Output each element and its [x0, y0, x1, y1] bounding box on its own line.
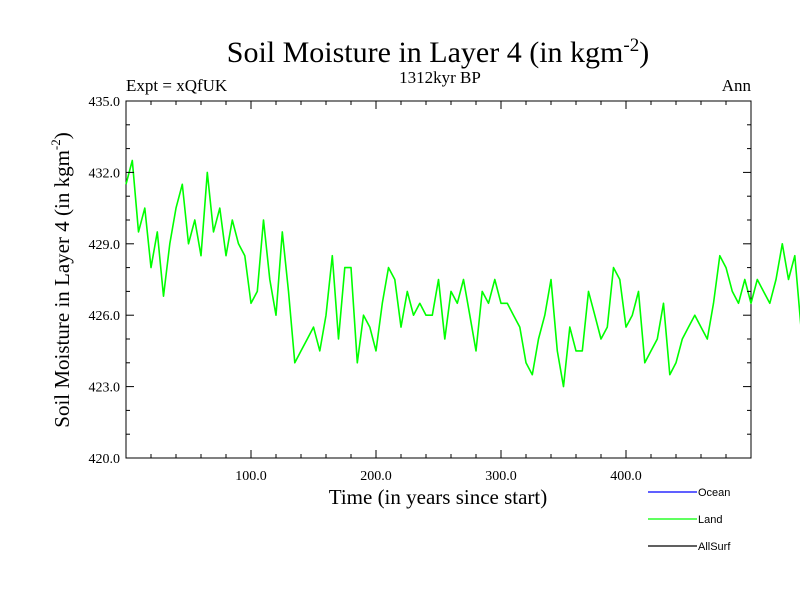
land-series-line — [125, 159, 800, 388]
legend-label: AllSurf — [698, 541, 731, 553]
x-tick-label: 300.0 — [485, 469, 517, 484]
legend-label: Land — [698, 514, 722, 526]
plot-frame — [125, 100, 752, 459]
chart-title: Soil Moisture in Layer 4 (in kgm-2) — [227, 35, 649, 69]
x-axis-ticks: 100.0 200.0 300.0 400.0 — [150, 101, 727, 484]
legend-label: Ocean — [698, 487, 730, 499]
period-label: 1312kyr BP — [399, 68, 481, 87]
x-axis-label: Time (in years since start) — [329, 485, 548, 509]
y-tick-label: 426.0 — [89, 309, 121, 324]
legend: Ocean Land AllSurf — [648, 487, 731, 553]
x-tick-label: 100.0 — [235, 469, 267, 484]
y-tick-label: 432.0 — [89, 166, 121, 181]
x-tick-label: 400.0 — [610, 469, 642, 484]
y-axis-label: Soil Moisture in Layer 4 (in kgm-2) — [48, 132, 74, 427]
experiment-label: Expt = xQfUK — [126, 76, 228, 95]
y-tick-label: 420.0 — [89, 452, 121, 467]
y-tick-label: 429.0 — [89, 238, 121, 253]
y-tick-label: 435.0 — [89, 95, 121, 110]
y-axis-ticks: 420.0 423.0 426.0 429.0 432.0 435.0 — [89, 95, 751, 467]
season-label: Ann — [722, 76, 752, 95]
x-tick-label: 200.0 — [360, 469, 392, 484]
y-tick-label: 423.0 — [89, 381, 121, 396]
